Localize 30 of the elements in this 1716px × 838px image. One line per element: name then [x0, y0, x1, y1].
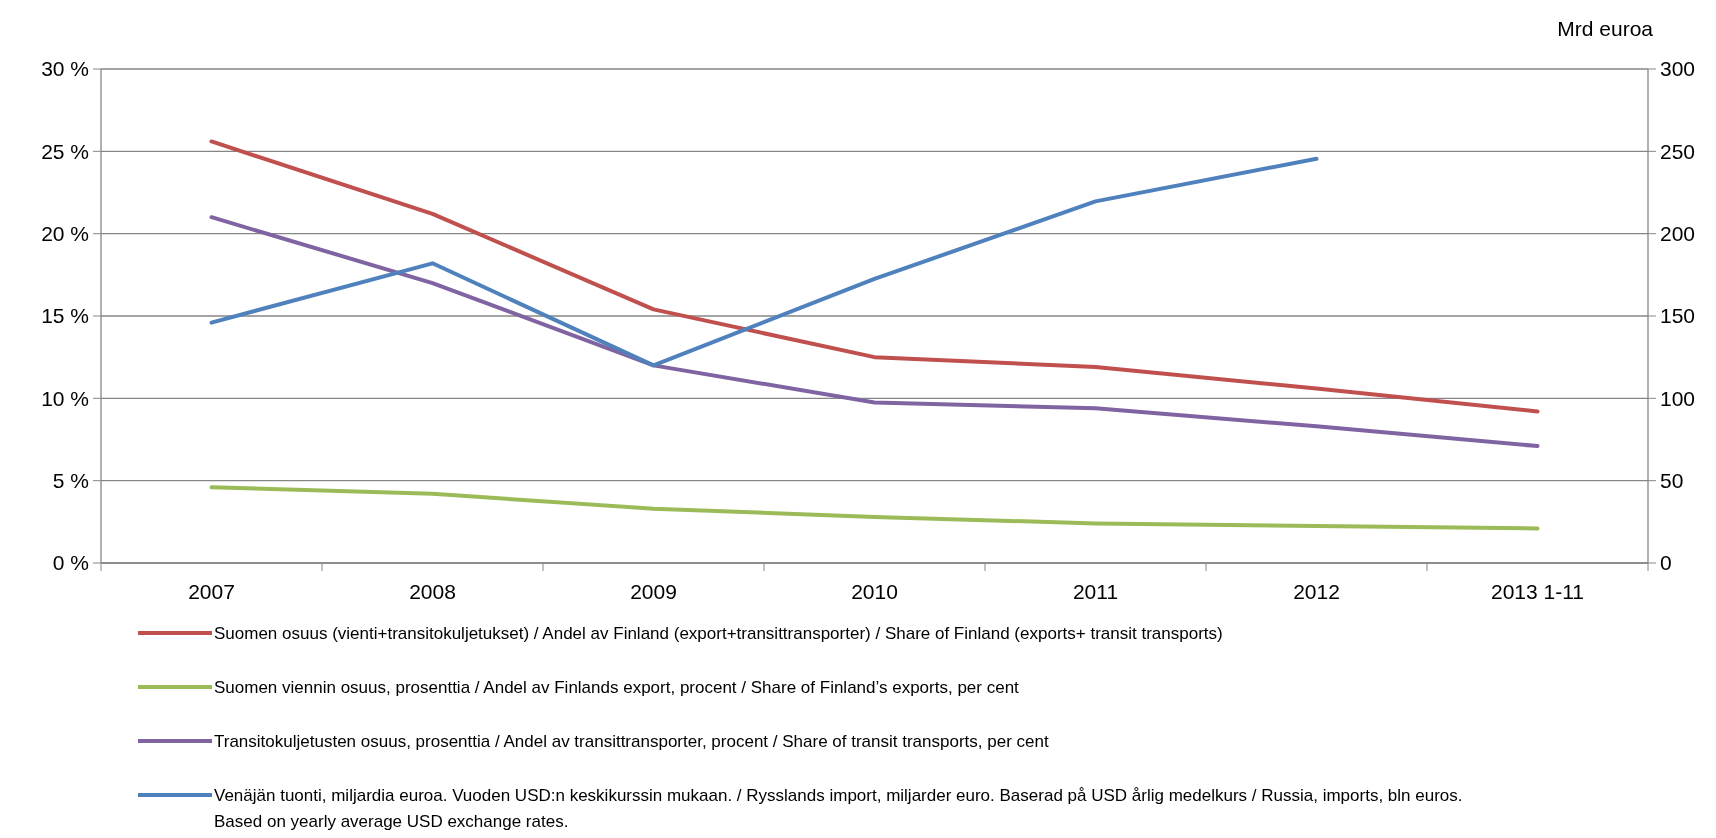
- y-tick-label: 25 %: [41, 139, 89, 163]
- y-tick-label: 30 %: [41, 57, 89, 81]
- x-tick-label: 2012: [1293, 580, 1340, 603]
- legend-label: Suomen viennin osuus, prosenttia / Andel av Finlands export, procent / Share of Finland’s exports, per cent: [214, 677, 1020, 697]
- line-series: [209, 139, 1540, 414]
- line-series: [209, 215, 1540, 449]
- line-series: [209, 156, 1319, 368]
- y2-tick-label: 150: [1660, 304, 1696, 328]
- x-tick-label: 2011: [1072, 580, 1119, 603]
- legend-label: Venäjän tuonti, miljardia euroa. Vuoden USD:n keskikurssin mukaan. / Rysslands import, miljarder euro. Baserad på USD årlig medelkurs / Russia, imports, bln euros. Based on yearly average USD exchange rates.: [214, 785, 1463, 831]
- y2-tick-label: 200: [1660, 222, 1696, 246]
- y2-tick-label: 0: [1660, 551, 1672, 575]
- x-tick-label: 2010: [851, 580, 898, 603]
- legend-label: Suomen osuus (vienti+transitokuljetukset) / Andel av Finland (export+transittransporter) / Share of Finland (exports+ transit transports): [214, 623, 1223, 643]
- y-tick-label: 10 %: [41, 386, 89, 410]
- y-tick-label: 20 %: [41, 222, 89, 246]
- line-series: [209, 485, 1540, 531]
- x-tick-label: 2013 1-11: [1490, 580, 1585, 603]
- y2-axis-title: Mrd euroa: [1557, 17, 1654, 40]
- y-tick-label: 5 %: [52, 469, 89, 493]
- y2-tick-label: 100: [1660, 386, 1696, 410]
- y2-tick-label: 300: [1660, 57, 1696, 81]
- legend-label: Transitokuljetusten osuus, prosenttia / Andel av transittransporter, procent / Share of transit transports, per cent: [214, 731, 1049, 751]
- y-tick-label: 0 %: [52, 551, 89, 575]
- x-tick-label: 2009: [630, 580, 677, 603]
- x-tick-label: 2008: [409, 580, 456, 603]
- x-tick-label: 2007: [188, 580, 235, 603]
- y2-tick-label: 50: [1660, 469, 1684, 493]
- y2-tick-label: 250: [1660, 139, 1696, 163]
- y-tick-label: 15 %: [41, 304, 89, 328]
